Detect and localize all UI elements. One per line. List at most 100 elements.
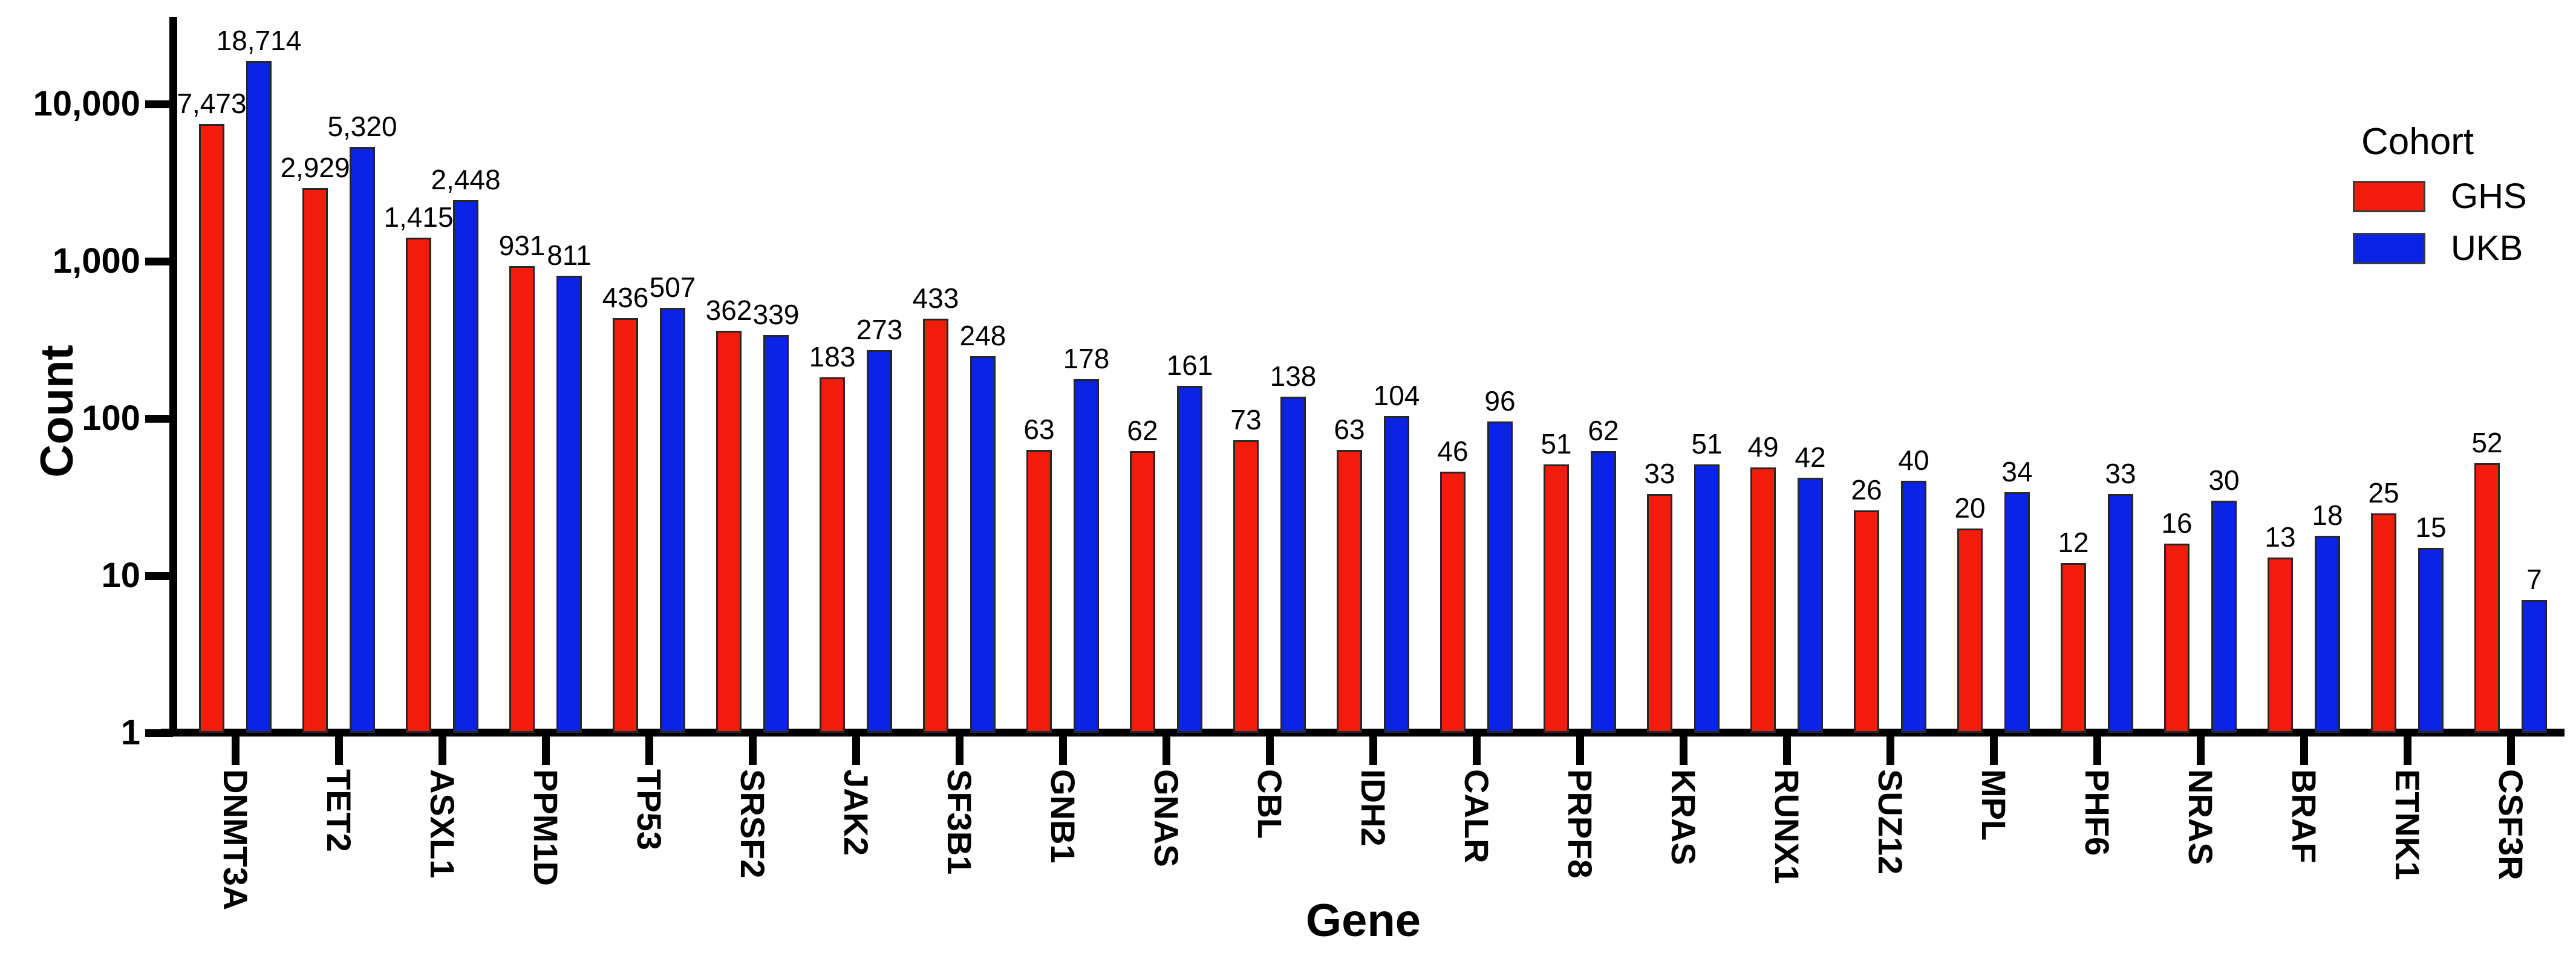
bar-value-label: 34 <box>2001 456 2033 487</box>
bar-value-label: 63 <box>1334 414 1365 445</box>
legend-item-label: UKB <box>2451 229 2523 268</box>
ukb-bar <box>970 356 996 733</box>
x-tick <box>1886 736 1894 765</box>
ukb-bar <box>1177 386 1202 733</box>
ukb-bar <box>453 200 478 733</box>
bar-value-label: 339 <box>752 299 800 330</box>
bar-value-label: 18 <box>2312 499 2343 531</box>
gene-label: SUZ12 <box>1871 769 1909 875</box>
ghs-bar <box>1130 451 1155 733</box>
ukb-bar <box>350 147 375 733</box>
bar-value-label: 436 <box>602 282 649 313</box>
ghs-bar <box>1026 450 1052 733</box>
x-tick <box>1576 736 1584 765</box>
x-tick <box>1783 736 1791 765</box>
bar-value-label: 51 <box>1691 428 1723 460</box>
ukb-bar <box>763 335 789 733</box>
y-tick <box>145 729 173 737</box>
ukb-bar <box>1798 478 1823 733</box>
ukb-bar <box>2108 494 2133 733</box>
bar-value-label: 42 <box>1795 441 1826 473</box>
x-tick <box>1473 736 1481 765</box>
y-tick <box>145 572 173 580</box>
x-tick <box>852 736 860 765</box>
ghs-bar <box>1957 529 1983 733</box>
bar-value-label: 52 <box>2471 427 2503 458</box>
gene-label: PPM1D <box>527 769 565 886</box>
ukb-bar <box>2211 501 2237 733</box>
ghs-bar <box>1440 472 1466 733</box>
x-tick <box>956 736 964 765</box>
ghs-bar <box>2268 558 2293 733</box>
bar-value-label: 7,473 <box>177 88 247 119</box>
x-axis-title: Gene <box>1305 895 1421 946</box>
gene-label: PRPF8 <box>1561 769 1599 879</box>
gene-label: GNAS <box>1147 769 1185 867</box>
ghs-bar <box>2061 563 2086 733</box>
gene-label: CSF3R <box>2492 769 2530 880</box>
bar-value-label: 13 <box>2265 521 2296 553</box>
legend-swatch-ukb <box>2353 233 2425 264</box>
bar-value-label: 18,714 <box>216 25 302 56</box>
ghs-bar <box>820 377 845 733</box>
y-tick-label: 10 <box>101 556 140 595</box>
ukb-bar <box>556 276 582 733</box>
ghs-bar <box>1854 510 1879 733</box>
ghs-bar <box>1233 440 1259 733</box>
bar-value-label: 5,320 <box>327 111 397 142</box>
ukb-bar <box>867 350 892 733</box>
x-tick <box>645 736 653 765</box>
gene-label: RUNX1 <box>1768 769 1806 884</box>
bar-value-label: 178 <box>1063 343 1110 374</box>
bar-value-label: 104 <box>1373 380 1420 411</box>
gene-label: NRAS <box>2182 769 2220 865</box>
bar-value-label: 16 <box>2161 507 2193 539</box>
bar-value-label: 161 <box>1166 350 1213 381</box>
bar-value-label: 96 <box>1484 385 1516 417</box>
bar-value-label: 62 <box>1127 415 1158 446</box>
x-tick <box>749 736 757 765</box>
ghs-bar <box>406 238 431 733</box>
gene-label: SF3B1 <box>941 769 979 875</box>
x-tick <box>2300 736 2308 765</box>
ukb-bar <box>1384 416 1409 733</box>
ghs-bar <box>1337 450 1362 733</box>
bar-value-label: 273 <box>856 314 903 345</box>
x-tick <box>232 736 240 765</box>
x-tick <box>1990 736 1998 765</box>
bar-value-label: 811 <box>547 239 592 271</box>
ukb-bar <box>2315 536 2340 733</box>
legend-swatch-ghs <box>2353 181 2425 212</box>
x-tick <box>439 736 446 765</box>
bar-value-label: 33 <box>1644 458 1675 489</box>
legend-item-label: GHS <box>2451 177 2527 216</box>
bar-value-label: 30 <box>2208 464 2240 496</box>
gene-label: SRSF2 <box>734 769 772 879</box>
bar-value-label: 26 <box>1851 474 1882 506</box>
ghs-bar <box>2164 544 2190 733</box>
ukb-bar <box>1074 379 1099 733</box>
ukb-bar <box>1280 397 1306 733</box>
ukb-bar <box>1901 481 1926 733</box>
bar-value-label: 46 <box>1437 435 1469 467</box>
ukb-bar <box>1591 451 1616 733</box>
gene-label: ASXL1 <box>423 769 461 879</box>
x-tick <box>2093 736 2101 765</box>
x-tick <box>2507 736 2515 765</box>
ghs-bar <box>302 188 328 733</box>
bar-value-label: 1,415 <box>383 201 454 233</box>
ghs-bar <box>2371 513 2396 733</box>
y-tick-label: 10,000 <box>33 84 140 123</box>
bar-value-label: 20 <box>1954 492 1986 524</box>
x-tick <box>1162 736 1170 765</box>
x-tick <box>2197 736 2205 765</box>
ukb-bar <box>660 308 685 733</box>
gene-label: JAK2 <box>837 769 875 856</box>
x-tick <box>2404 736 2411 765</box>
bar-value-label: 362 <box>705 294 752 326</box>
gene-label: ETNK1 <box>2389 769 2427 880</box>
bar-value-label: 248 <box>959 320 1006 351</box>
ukb-bar <box>2004 492 2030 733</box>
bar-value-label: 507 <box>649 272 696 303</box>
